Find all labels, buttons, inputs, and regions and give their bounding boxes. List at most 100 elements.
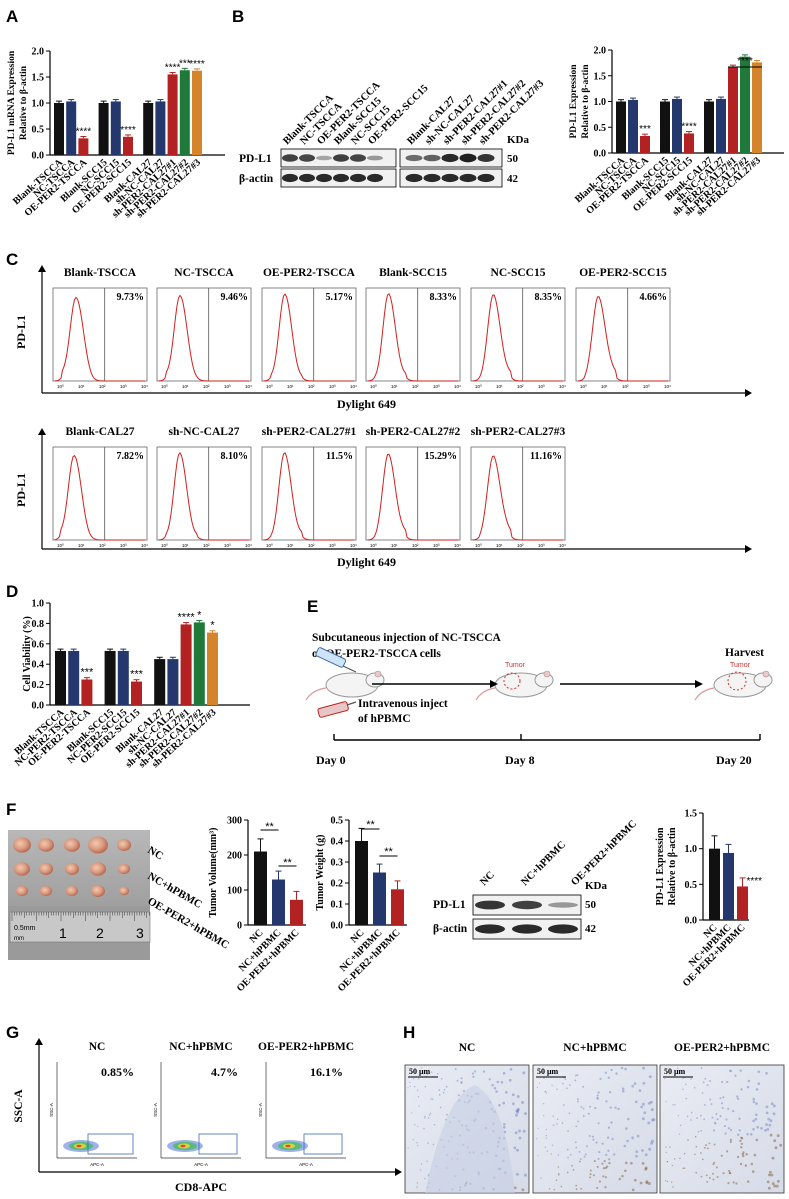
c-histogram: sh-PER2-CAL27#2 15.29% 10⁰ 10¹ 10² 10³ 10⁴ (365, 426, 461, 548)
b-blot-kda: 50 (507, 153, 519, 165)
c-axis-tick: 10³ (433, 384, 440, 389)
d-bar (81, 679, 93, 705)
b-ylabel: PD-L1 Expression (569, 64, 579, 139)
panel-letter-f: F (6, 800, 16, 819)
tumor-specimen (13, 837, 31, 853)
c-axis-tick: 10² (308, 543, 315, 548)
b-ytick: 0.0 (594, 149, 607, 160)
a-sig: **** (120, 125, 136, 136)
c-axis-tick: 10² (517, 543, 524, 548)
c-histogram: OE-PER2-SCC15 4.66% 10⁰ 10¹ 10² 10³ 10⁴ (575, 267, 671, 389)
c-axis-tick: 10³ (329, 384, 336, 389)
c-axis-tick: 10⁴ (141, 384, 148, 389)
b-bracket-sig: **** (737, 56, 753, 67)
c-axis-tick: 10⁴ (454, 543, 461, 548)
c-axis-tick: 10⁰ (161, 384, 168, 389)
a-bar (179, 70, 190, 155)
a-ytick: 1.5 (32, 73, 45, 84)
b-blot-band (333, 154, 349, 162)
b-blot-band (405, 154, 423, 162)
b-bar (704, 101, 714, 153)
panel-letter-c: C (6, 250, 18, 269)
b-sig: **** (681, 122, 697, 133)
f-blot-row-label: β-actin (433, 923, 468, 935)
c-axis-tick: 10⁴ (454, 384, 461, 389)
g-xlabel: CD8-APC (175, 1180, 227, 1194)
panel-g-flow-scatter: SSC-A CD8-APC NC 0.85% APC-A SSC-A NC+hPBMC 4.7… (13, 1038, 402, 1194)
a-bar (155, 101, 166, 155)
f-wt-bar (391, 889, 404, 925)
f-blot-kda: 50 (585, 899, 597, 911)
c-histogram-frame (52, 287, 148, 382)
c-histogram-title: Blank-CAL27 (65, 426, 134, 438)
c-axis-tick: 10⁴ (350, 543, 357, 548)
g-axis-x: APC-A (194, 1162, 208, 1167)
b-blot-band (367, 173, 383, 183)
b-bar (728, 66, 738, 153)
h-tissue-texture (536, 1066, 656, 1192)
tumor-label-day8: Tumor (505, 662, 526, 669)
panel-f-tumor-photo: 0.5mm mm 1 2 3 (8, 830, 151, 960)
c-gate-pct: 4.66% (640, 292, 668, 303)
f-wt-ytick: 0.0 (331, 921, 344, 932)
f-vol-sig: ** (283, 857, 292, 869)
f-blot-row-label: PD-L1 (433, 899, 466, 911)
c-gate-pct: 7.82% (117, 451, 145, 462)
c-histogram-frame (261, 287, 357, 382)
a-ytick: 1.0 (32, 99, 45, 110)
b-blot-band (299, 154, 315, 162)
c-gate-pct: 5.17% (326, 292, 354, 303)
b-blot-band (299, 173, 315, 183)
c-axis-tick: 10² (99, 543, 106, 548)
f-vol-ylabel: Tumor Volume(mm³) (208, 828, 219, 918)
c-histogram: Blank-CAL27 7.82% 10⁰ 10¹ 10² 10³ 10⁴ (52, 426, 148, 548)
b-bar (716, 98, 726, 153)
f-blot-band (475, 900, 505, 910)
a-ytick: 0.0 (32, 151, 45, 162)
c-histogram-curve (54, 296, 145, 382)
b-ytick: 1.5 (594, 71, 607, 82)
panel-a-bar-chart: 0.0 0.5 1.0 1.5 2.0 PD-L1 mRNA Expression Rela… (7, 47, 225, 220)
d-ytick: 0.4 (32, 660, 45, 671)
b-blot-band (316, 155, 332, 161)
h-ihc-image: NC 50 μm (404, 1042, 530, 1194)
f-wt-bar (355, 841, 368, 925)
c-axis-tick: 10³ (538, 543, 545, 548)
c-histogram-curve (472, 455, 563, 541)
tumor-specimen (66, 885, 78, 897)
c-axis-tick: 10² (203, 384, 210, 389)
c-axis-tick: 10³ (329, 543, 336, 548)
c-axis-tick: 10⁰ (475, 384, 482, 389)
e-day0: Day 0 (316, 753, 346, 767)
c-axis-tick: 10³ (643, 384, 650, 389)
c-axis-tick: 10² (517, 384, 524, 389)
tumor-specimen (14, 862, 30, 876)
c-histogram-curve (263, 452, 354, 541)
g-event-cloud (63, 1140, 99, 1152)
g-gate-box (303, 1133, 343, 1155)
f-wt-ytick: 0.5 (331, 816, 344, 827)
c-axis-tick: 10⁰ (57, 384, 64, 389)
f-lane-label: OE-PER2+hPBMC (569, 818, 639, 888)
c-axis-tick: 10¹ (78, 543, 85, 548)
c-axis-tick: 10² (99, 384, 106, 389)
f-exp-sig: **** (747, 876, 763, 887)
c-axis-tick: 10⁴ (245, 543, 252, 548)
d-sig: * (197, 610, 202, 622)
c-histogram-title: NC-SCC15 (491, 267, 546, 279)
tumor-specimen (39, 863, 53, 875)
f-wt-sig: ** (384, 846, 393, 858)
c-histogram-curve (577, 296, 668, 382)
e-iv-line2: of hPBMC (358, 713, 411, 725)
b-blot-band (350, 173, 366, 183)
tumor-specimen (88, 836, 108, 854)
b-bar (740, 56, 750, 153)
b-blot-band (459, 153, 477, 163)
ruler-num-3: 3 (136, 925, 144, 941)
c-axis-tick: 10⁴ (350, 384, 357, 389)
c-histogram-curve (367, 453, 458, 541)
d-sig: * (210, 620, 215, 632)
c-histogram: sh-PER2-CAL27#3 11.16% 10⁰ 10¹ 10² 10³ 10⁴ (470, 426, 566, 548)
g-scatter-plot: NC 0.85% APC-A SSC-A (49, 1041, 137, 1167)
